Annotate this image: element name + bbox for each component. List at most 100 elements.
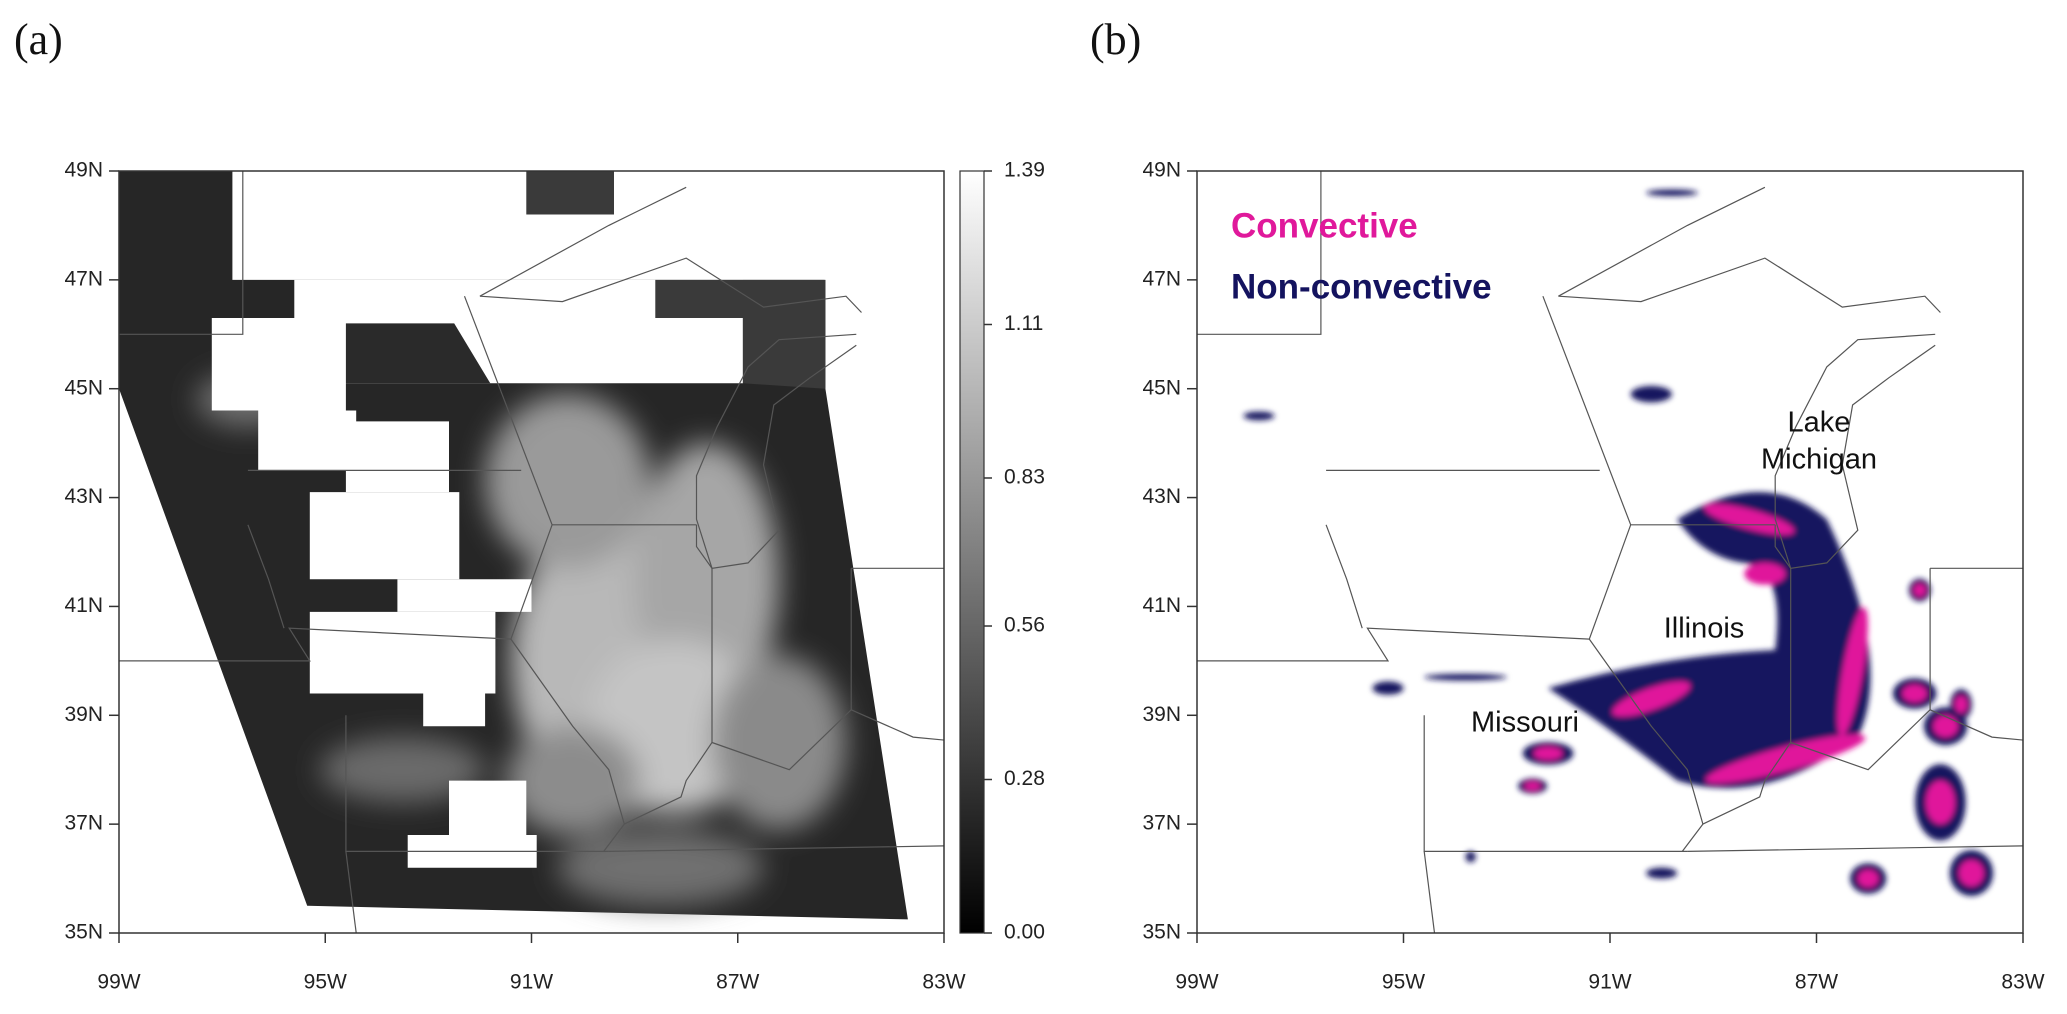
data-gap: [423, 693, 486, 727]
boundary: [1325, 524, 1363, 629]
precip-cell: [1243, 411, 1275, 421]
data-gap: [309, 492, 460, 580]
convective-cell: [1857, 869, 1879, 888]
boundary: [1197, 524, 1776, 662]
map-area: [119, 171, 944, 933]
colorbar-tick-label: 0.56: [1004, 614, 1045, 637]
precip-cell: [1646, 189, 1698, 197]
x-tick-label: 87W: [1795, 971, 1838, 994]
convective-cell: [1744, 562, 1786, 585]
boundary: [1423, 851, 1436, 933]
x-tick-label: 83W: [2001, 971, 2044, 994]
convective-cell: [1913, 583, 1926, 597]
data-gap: [345, 421, 449, 493]
swath-strip: [655, 279, 826, 389]
cloud: [485, 394, 651, 569]
convective-cell: [1533, 746, 1563, 760]
boundary: [1702, 568, 1792, 825]
y-tick-label: 39N: [64, 703, 103, 726]
convective-cell: [1705, 734, 1866, 784]
swath-strip: [309, 323, 491, 384]
convective-cell: [1958, 860, 1984, 887]
y-tick-label: 37N: [64, 812, 103, 835]
data-gap: [232, 171, 893, 280]
annotation: Illinois: [1664, 613, 1745, 645]
boundary: [1542, 295, 1632, 526]
precip-cell: [1372, 681, 1404, 695]
boundary: [1790, 568, 1931, 771]
y-tick-label: 41N: [1142, 594, 1181, 617]
colorbar-tick-label: 1.11: [1004, 312, 1043, 335]
legend-entry: Non-convective: [1231, 267, 1492, 306]
legend-entry: Convective: [1231, 206, 1418, 245]
boundary: [247, 524, 285, 629]
data-gap: [397, 579, 532, 612]
boundary: [1197, 171, 1322, 335]
cloud: [557, 829, 764, 906]
x-tick-label: 99W: [97, 971, 140, 994]
panel-label: (b): [1090, 15, 1141, 64]
colorbar-tick-label: 0.83: [1004, 466, 1045, 489]
x-tick-label: 91W: [510, 971, 553, 994]
x-tick-label: 91W: [1588, 971, 1631, 994]
swath-patch: [526, 171, 614, 215]
x-tick-label: 87W: [716, 971, 759, 994]
y-tick-label: 35N: [64, 921, 103, 944]
map-area: [1197, 171, 2023, 933]
boundary: [463, 295, 553, 526]
boundary: [624, 568, 713, 825]
convective-cell: [1524, 781, 1541, 791]
y-tick-label: 39N: [1142, 703, 1181, 726]
boundary: [608, 845, 944, 852]
boundary: [695, 344, 857, 569]
y-tick-label: 45N: [1142, 376, 1181, 399]
panel-label: (a): [14, 15, 63, 64]
colorbar: [959, 170, 985, 934]
boundary: [695, 333, 857, 569]
colorbar-tick-label: 0.00: [1004, 921, 1045, 944]
precip-cell: [1424, 673, 1507, 681]
colorbar-tick-label: 0.28: [1004, 767, 1045, 790]
boundary: [119, 524, 697, 662]
boundary: [711, 568, 852, 771]
y-tick-label: 43N: [1142, 485, 1181, 508]
boundary: [1558, 186, 1766, 297]
convective-cell: [1612, 681, 1691, 717]
y-tick-label: 49N: [1142, 159, 1181, 182]
annotation: Missouri: [1471, 707, 1579, 739]
convective-cell: [1925, 780, 1955, 825]
boundary: [1929, 709, 2023, 741]
cloud: [711, 655, 847, 830]
boundary: [510, 638, 625, 852]
data-gap: [309, 611, 496, 694]
x-tick-label: 99W: [1175, 971, 1218, 994]
boundary: [1774, 344, 1936, 569]
y-tick-label: 47N: [64, 267, 103, 290]
x-tick-label: 83W: [922, 971, 965, 994]
y-tick-label: 35N: [1142, 921, 1181, 944]
cloud: [505, 726, 640, 836]
convective-cell: [1954, 695, 1968, 714]
precip-cell: [1630, 385, 1672, 403]
annotation: Lake: [1788, 407, 1851, 439]
y-tick-label: 37N: [1142, 812, 1181, 835]
x-tick-label: 95W: [1382, 971, 1425, 994]
y-tick-label: 45N: [64, 376, 103, 399]
boundary: [345, 851, 357, 933]
colorbar-tick-label: 1.39: [1004, 159, 1045, 182]
y-tick-label: 43N: [64, 485, 103, 508]
boundary: [1588, 638, 1704, 852]
boundary: [1687, 845, 2023, 852]
data-gap: [258, 410, 357, 471]
boundary: [1774, 333, 1936, 569]
y-tick-label: 49N: [64, 159, 103, 182]
boundary: [479, 186, 687, 297]
boundary: [479, 257, 862, 313]
data-gap: [449, 780, 527, 835]
cloud: [320, 737, 486, 803]
annotation: Michigan: [1761, 444, 1877, 476]
boundary: [850, 709, 944, 741]
convective-cell: [1933, 715, 1958, 738]
y-tick-label: 41N: [64, 594, 103, 617]
